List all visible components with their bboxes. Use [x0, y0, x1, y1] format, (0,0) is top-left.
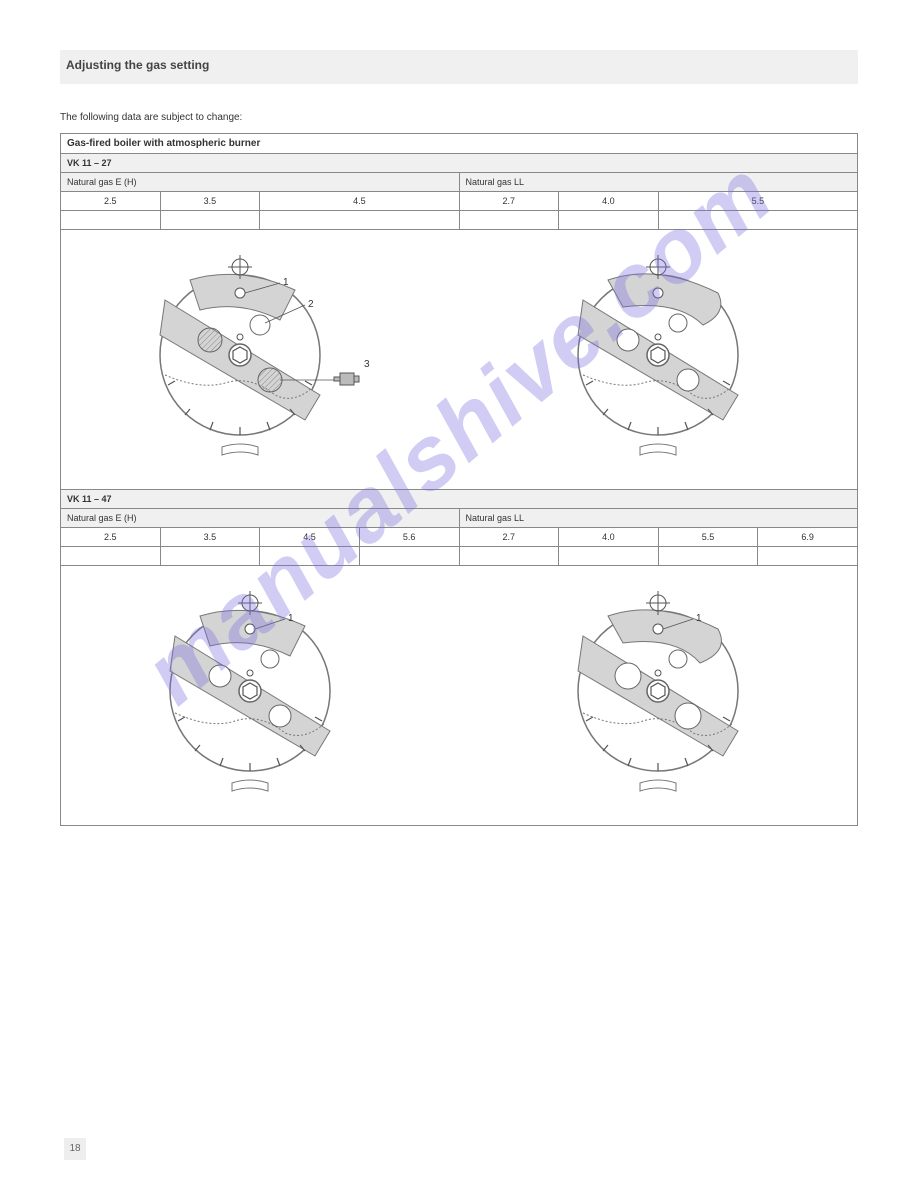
- header-bar: Adjusting the gas setting: [60, 50, 858, 84]
- s1-b1: [160, 211, 260, 230]
- s2-b2: [260, 547, 360, 566]
- section2-diagrams: 1: [61, 566, 858, 826]
- s1-label-1: 1: [283, 277, 289, 288]
- s2-h0: 2.5: [61, 528, 161, 547]
- section2-label: VK 11 – 47: [61, 490, 858, 509]
- s2-b3: [359, 547, 459, 566]
- section1-label: VK 11 – 27: [61, 154, 858, 173]
- s1-h2: 4.5: [260, 192, 459, 211]
- s2-label-left: 1: [288, 613, 294, 624]
- s1-label-2: 2: [308, 299, 314, 310]
- s2-label-right: 1: [696, 613, 702, 624]
- section1-right-head: Natural gas LL: [459, 173, 858, 192]
- s1-b2: [260, 211, 459, 230]
- header-title: Adjusting the gas setting: [66, 58, 209, 72]
- s1-h5: 5.5: [658, 192, 857, 211]
- gauge-s2-left: 1: [130, 581, 390, 811]
- s2-h4: 2.7: [459, 528, 559, 547]
- section1-diagrams: 1 2 3: [61, 230, 858, 490]
- s1-b5: [658, 211, 857, 230]
- s1-h1: 3.5: [160, 192, 260, 211]
- s2-h5: 4.0: [559, 528, 659, 547]
- page-number: 18: [64, 1138, 86, 1160]
- s2-b5: [559, 547, 659, 566]
- section1-left-head: Natural gas E (H): [61, 173, 460, 192]
- s1-b3: [459, 211, 559, 230]
- s2-h7: 6.9: [758, 528, 858, 547]
- gauge-s2-right: 1: [528, 581, 788, 811]
- settings-table: Gas-fired boiler with atmospheric burner…: [60, 133, 858, 826]
- section2-left-head: Natural gas E (H): [61, 509, 460, 528]
- table-top-title: Gas-fired boiler with atmospheric burner: [61, 134, 858, 154]
- s2-b1: [160, 547, 260, 566]
- s2-b0: [61, 547, 161, 566]
- s2-h2: 4.5: [260, 528, 360, 547]
- intro-text: The following data are subject to change…: [60, 112, 858, 123]
- s1-b0: [61, 211, 161, 230]
- s2-h6: 5.5: [658, 528, 758, 547]
- s1-h3: 2.7: [459, 192, 559, 211]
- s2-b7: [758, 547, 858, 566]
- s1-h0: 2.5: [61, 192, 161, 211]
- s1-h4: 4.0: [559, 192, 659, 211]
- section2-right-head: Natural gas LL: [459, 509, 858, 528]
- s1-label-3: 3: [364, 359, 370, 370]
- s2-h1: 3.5: [160, 528, 260, 547]
- s2-h3: 5.6: [359, 528, 459, 547]
- s2-b6: [658, 547, 758, 566]
- gauge-s1-right: [528, 245, 788, 475]
- s2-b4: [459, 547, 559, 566]
- s1-b4: [559, 211, 659, 230]
- gauge-s1-left: 1 2 3: [130, 245, 390, 475]
